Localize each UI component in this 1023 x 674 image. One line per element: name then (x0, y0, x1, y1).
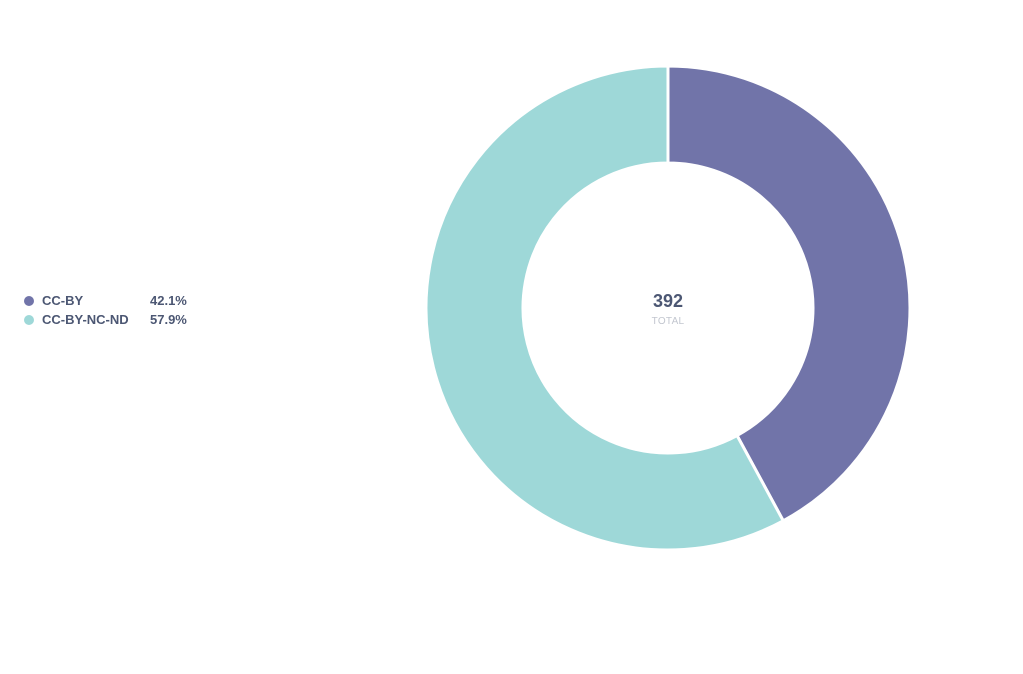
center-total: 392 (653, 291, 683, 311)
legend-item-cc-by[interactable]: CC-BY 42.1% (24, 291, 214, 310)
chart-legend: CC-BY 42.1% CC-BY-NC-ND 57.9% (24, 291, 214, 329)
legend-item-cc-by-nc-nd[interactable]: CC-BY-NC-ND 57.9% (24, 310, 214, 329)
legend-label: CC-BY (42, 293, 84, 308)
legend-swatch-cc-by-nc-nd (24, 314, 34, 325)
slice-cc-by[interactable] (666, 64, 912, 523)
legend-swatch-cc-by (24, 295, 34, 306)
legend-percent: 57.9% (150, 312, 187, 327)
center-total-label: TOTAL (652, 316, 685, 327)
slice-cc-by-nc-nd[interactable] (424, 64, 786, 552)
donut-slices (424, 64, 912, 552)
legend-label: CC-BY-NC-ND (42, 312, 129, 327)
legend-percent: 42.1% (150, 293, 187, 308)
